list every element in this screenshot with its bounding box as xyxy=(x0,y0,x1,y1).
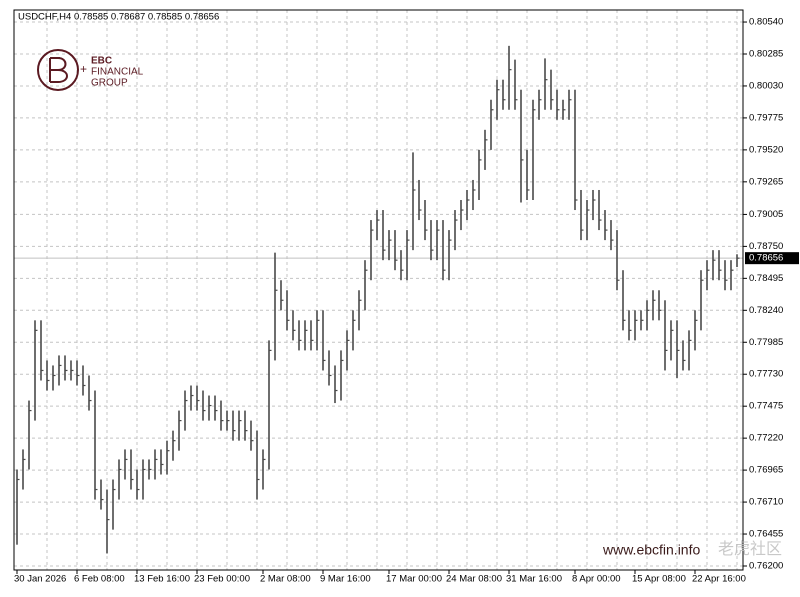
x-tick-label: 22 Apr 16:00 xyxy=(692,574,746,585)
y-tick-label: 0.79520 xyxy=(749,144,783,155)
x-tick-label: 2 Mar 08:00 xyxy=(260,574,311,585)
y-tick-label: 0.78240 xyxy=(749,305,783,316)
y-tick-label: 0.76200 xyxy=(749,561,783,572)
y-tick-label: 0.78495 xyxy=(749,273,783,284)
logo-glyph xyxy=(49,57,68,83)
logo-name: EBC xyxy=(91,56,112,67)
x-tick-label: 24 Mar 08:00 xyxy=(446,574,502,585)
logo-ring xyxy=(37,49,79,91)
axes: 0.80540 0.80285 0.80030 0.79775 0.79520 0.792… xyxy=(14,17,799,585)
x-tick-label: 17 Mar 00:00 xyxy=(386,574,442,585)
logo: + EBC FINANCIAL GROUP xyxy=(37,49,144,91)
x-tick-label: 9 Mar 16:00 xyxy=(320,574,371,585)
x-tick-label: 23 Feb 00:00 xyxy=(194,574,250,585)
y-tick-label: 0.76965 xyxy=(749,465,783,476)
y-tick-label: 0.79265 xyxy=(749,176,783,187)
y-tick-label: 0.79775 xyxy=(749,112,783,123)
watermark: www.ebcfin.info xyxy=(602,542,700,558)
y-tick-label: 0.79005 xyxy=(749,209,783,220)
x-tick-label: 31 Mar 16:00 xyxy=(506,574,562,585)
y-tick-label: 0.78750 xyxy=(749,241,783,252)
bars xyxy=(16,45,740,554)
y-tick-label: 0.80285 xyxy=(749,49,783,60)
x-tick-label: 6 Feb 08:00 xyxy=(74,574,125,585)
chart-title: USDCHF,H4 0.78585 0.78687 0.78585 0.7865… xyxy=(18,12,219,23)
current-price-box xyxy=(745,252,799,265)
y-tick-label: 0.76455 xyxy=(749,529,783,540)
y-tick-label: 0.80540 xyxy=(749,17,783,28)
y-tick-label: 0.80030 xyxy=(749,80,783,91)
y-tick-label: 0.77730 xyxy=(749,369,783,380)
x-tick-label: 30 Jan 2026 xyxy=(14,574,66,585)
watermark-cn: 老虎社区 xyxy=(718,540,782,558)
plot-frame xyxy=(13,9,744,571)
y-tick-label: 0.77475 xyxy=(749,401,783,412)
y-tick-label: 0.77220 xyxy=(749,433,783,444)
logo-line2: GROUP xyxy=(91,78,128,89)
grid xyxy=(14,10,743,570)
x-tick-label: 15 Apr 08:00 xyxy=(632,574,686,585)
current-price-label: 0.78656 xyxy=(749,253,783,264)
y-tick-label: 0.76710 xyxy=(749,497,783,508)
y-tick-label: 0.77985 xyxy=(749,337,783,348)
x-tick-label: 8 Apr 00:00 xyxy=(572,574,621,585)
logo-line1: FINANCIAL xyxy=(91,67,144,78)
logo-plus: + xyxy=(80,62,87,76)
x-tick-label: 13 Feb 16:00 xyxy=(134,574,190,585)
